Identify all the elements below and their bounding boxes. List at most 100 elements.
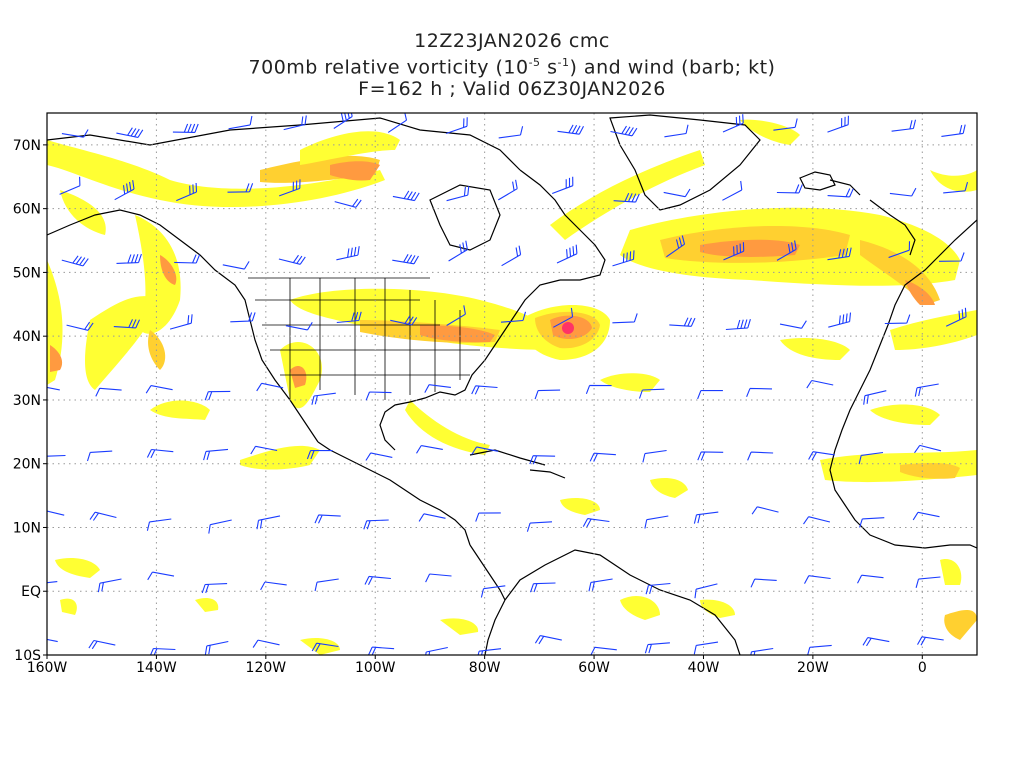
- title-line-3: F=162 h ; Valid 06Z30JAN2026: [358, 78, 666, 101]
- wind-barb: [827, 247, 852, 261]
- wind-barb: [610, 125, 638, 137]
- wind-barb: [147, 571, 175, 581]
- lon-label: 100W: [355, 660, 396, 676]
- wind-barb: [914, 444, 942, 454]
- wind-barb: [66, 321, 94, 331]
- wind-barb: [693, 511, 719, 524]
- wind-barb: [779, 320, 807, 329]
- wind-barb: [336, 311, 362, 324]
- wind-barb: [416, 445, 443, 454]
- wind-barb: [475, 512, 501, 522]
- wind-barb: [751, 506, 779, 515]
- wind-barb: [589, 452, 616, 462]
- wind-barb: [204, 640, 229, 655]
- wind-barb: [95, 387, 122, 397]
- wind-barb: [176, 182, 198, 202]
- wind-barb: [149, 647, 176, 655]
- wind-barb: [693, 641, 719, 655]
- wind-barb: [367, 646, 395, 655]
- wind-barb: [534, 635, 562, 645]
- wind-barb: [612, 313, 638, 324]
- wind-barb: [311, 642, 339, 652]
- wind-barb: [803, 516, 831, 525]
- wind-barb: [534, 389, 561, 400]
- wind-barb: [365, 452, 393, 461]
- lat-label: 10S: [14, 648, 41, 664]
- wind-barb: [116, 253, 142, 264]
- lon-label: 20W: [797, 660, 829, 676]
- chart-title: 12Z23JAN2026 cmc 700mb relative vorticit…: [0, 30, 1024, 100]
- wind-barb: [446, 305, 466, 326]
- wind-barb: [529, 582, 556, 593]
- wind-barb: [61, 129, 89, 138]
- wind-barb: [203, 448, 229, 461]
- wind-barb: [941, 124, 966, 137]
- wind-barb: [529, 455, 556, 465]
- wind-barb: [387, 113, 408, 133]
- wind-barb: [306, 449, 333, 460]
- wind-barb: [644, 642, 670, 654]
- wind-barb: [201, 583, 228, 594]
- map-frame: [46, 112, 978, 656]
- title-sup-2: -1: [557, 56, 570, 69]
- wind-barb: [174, 254, 201, 264]
- wind-barb: [256, 382, 284, 392]
- lat-label: 50N: [13, 265, 41, 281]
- wind-barb: [471, 385, 498, 395]
- wind-barb: [612, 250, 635, 267]
- wind-barbs: [47, 113, 969, 655]
- wind-barb: [446, 117, 468, 135]
- wind-barb: [943, 181, 969, 194]
- wind-barb: [694, 583, 718, 599]
- wind-barb: [915, 576, 941, 588]
- wind-barb: [588, 578, 613, 592]
- lon-label: 80W: [469, 660, 501, 676]
- wind-barb: [750, 578, 777, 588]
- wind-barb: [776, 184, 803, 194]
- wind-barb: [314, 578, 339, 592]
- wind-barb: [146, 448, 174, 459]
- wind-barb: [557, 124, 584, 135]
- wind-barb: [613, 192, 640, 203]
- wind-barb: [169, 314, 193, 330]
- wind-barb: [863, 390, 887, 405]
- wind-barb: [638, 388, 665, 399]
- wind-barb: [392, 190, 420, 202]
- title-sup-1: -5: [528, 56, 541, 69]
- wind-barb: [917, 636, 944, 646]
- wind-barb: [392, 254, 419, 265]
- title-line-2-b: s: [540, 56, 558, 79]
- wind-barb: [424, 384, 451, 393]
- title-line-1: 12Z23JAN2026 cmc: [414, 30, 610, 52]
- wind-barb: [723, 242, 745, 261]
- wind-barb: [477, 648, 502, 655]
- wind-barb: [114, 180, 135, 201]
- wind-barb: [642, 449, 667, 463]
- wind-barb: [204, 390, 231, 401]
- wind-barb: [47, 386, 60, 391]
- wind-barb: [808, 451, 835, 461]
- wind-barb: [230, 312, 256, 323]
- wind-barb: [747, 451, 774, 461]
- wind-barb: [471, 446, 499, 455]
- wind-barb: [336, 246, 360, 261]
- wind-barb: [590, 646, 617, 655]
- wind-barb: [945, 307, 967, 327]
- wind-barb: [86, 450, 113, 462]
- wind-barb: [912, 511, 940, 521]
- wind-barb: [47, 581, 58, 584]
- wind-barb: [59, 176, 81, 195]
- title-line-2: 700mb relative vorticity (10-5 s-1) and …: [0, 52, 1024, 78]
- wind-barb: [250, 445, 278, 455]
- wind-barb: [500, 311, 527, 323]
- wind-barb: [47, 638, 58, 643]
- wind-barb: [311, 392, 336, 405]
- wind-barb: [669, 317, 696, 327]
- wind-barb: [750, 647, 774, 655]
- wind-barb: [501, 245, 522, 267]
- wind-barb: [858, 451, 884, 465]
- wind-barb: [285, 322, 313, 331]
- wind-barb: [884, 314, 911, 325]
- wind-barb: [61, 255, 89, 267]
- wind-barb: [425, 573, 452, 583]
